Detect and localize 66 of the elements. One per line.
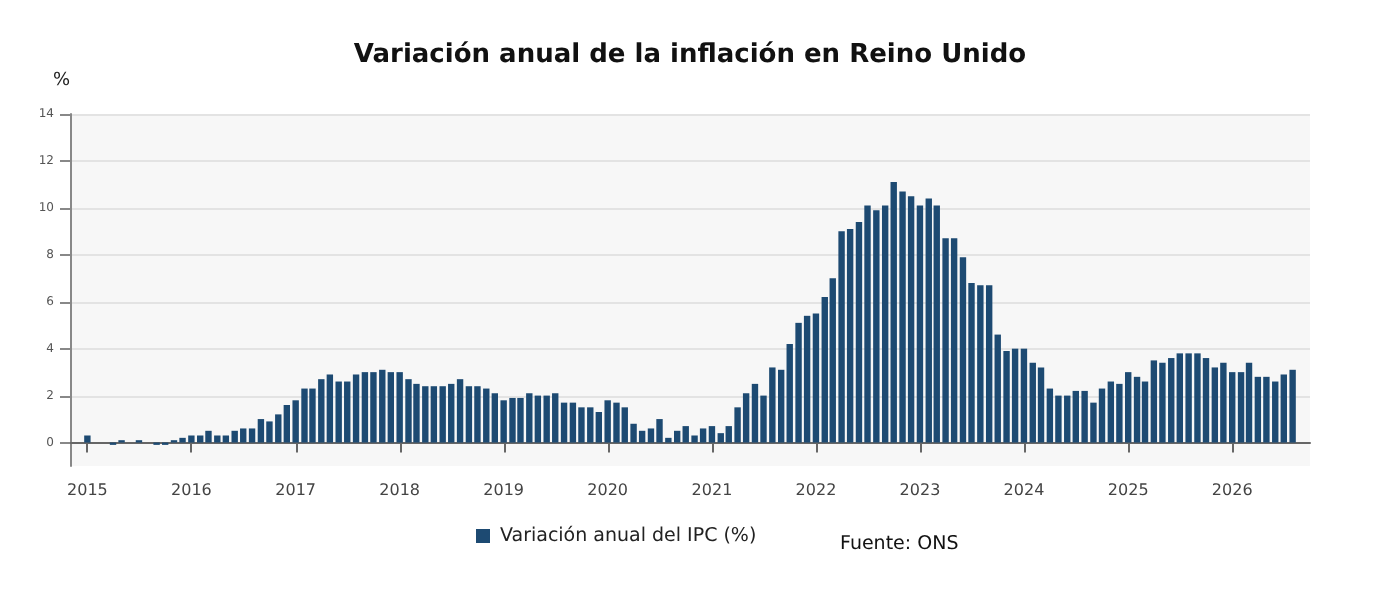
bar bbox=[1107, 381, 1115, 443]
bar bbox=[283, 404, 291, 443]
bar bbox=[1202, 358, 1210, 443]
bar bbox=[231, 430, 238, 443]
bar bbox=[699, 428, 707, 443]
bar bbox=[335, 381, 342, 443]
x-tick-label: 2023 bbox=[899, 481, 941, 499]
x-tick-label: 2018 bbox=[379, 481, 421, 499]
bar bbox=[569, 402, 577, 443]
bar bbox=[1055, 395, 1062, 443]
bar bbox=[1150, 360, 1158, 443]
bar bbox=[925, 198, 932, 443]
x-tick-label: 2026 bbox=[1211, 481, 1253, 499]
bar bbox=[1159, 362, 1166, 443]
bar bbox=[266, 421, 273, 443]
bar bbox=[1220, 362, 1227, 443]
x-tick-label: 2017 bbox=[275, 481, 317, 499]
bar bbox=[326, 374, 334, 443]
legend-label: Variación anual del IPC (%) bbox=[500, 525, 757, 547]
bar bbox=[534, 395, 542, 443]
bar bbox=[795, 322, 802, 443]
bar bbox=[1245, 362, 1253, 443]
bar bbox=[465, 386, 473, 443]
bar bbox=[474, 386, 481, 443]
bar bbox=[717, 433, 724, 443]
bar bbox=[838, 231, 845, 443]
bar bbox=[361, 372, 369, 443]
bar bbox=[578, 407, 585, 443]
source-note: Fuente: ONS bbox=[840, 533, 959, 555]
x-tick-label: 2025 bbox=[1107, 481, 1149, 499]
bar bbox=[1020, 348, 1028, 443]
bar bbox=[543, 395, 550, 443]
bar bbox=[846, 228, 854, 443]
bar bbox=[222, 435, 230, 443]
y-axis-title: % bbox=[52, 71, 71, 91]
chart-title: Variación anual de la inflación en Reino Unido bbox=[353, 40, 1027, 70]
bar bbox=[803, 315, 811, 443]
bar bbox=[387, 372, 395, 443]
bar bbox=[673, 430, 681, 443]
bar bbox=[1263, 376, 1270, 443]
bar bbox=[907, 196, 915, 443]
bar bbox=[257, 419, 265, 443]
bar bbox=[84, 435, 91, 443]
x-tick-label: 2024 bbox=[1003, 481, 1045, 499]
bar bbox=[751, 383, 759, 443]
bar bbox=[491, 393, 499, 443]
bar bbox=[352, 374, 360, 443]
x-tick-label: 2019 bbox=[483, 481, 525, 499]
x-tick-label: 2021 bbox=[691, 481, 733, 499]
bar bbox=[950, 238, 958, 443]
x-tick-label: 2016 bbox=[171, 481, 212, 499]
bar bbox=[430, 386, 438, 443]
x-tick-label: 2015 bbox=[67, 481, 108, 499]
bar bbox=[456, 379, 464, 443]
bar bbox=[638, 430, 646, 443]
bar bbox=[1289, 369, 1296, 443]
x-tick-label: 2020 bbox=[587, 481, 629, 499]
bar bbox=[439, 386, 446, 443]
bar bbox=[1098, 388, 1106, 443]
bar bbox=[370, 372, 377, 443]
x-tick-label: 2022 bbox=[795, 481, 837, 499]
bar bbox=[1037, 367, 1045, 443]
bar bbox=[1133, 376, 1141, 443]
bar bbox=[708, 426, 716, 443]
bar bbox=[985, 285, 993, 443]
bar bbox=[1011, 348, 1019, 443]
